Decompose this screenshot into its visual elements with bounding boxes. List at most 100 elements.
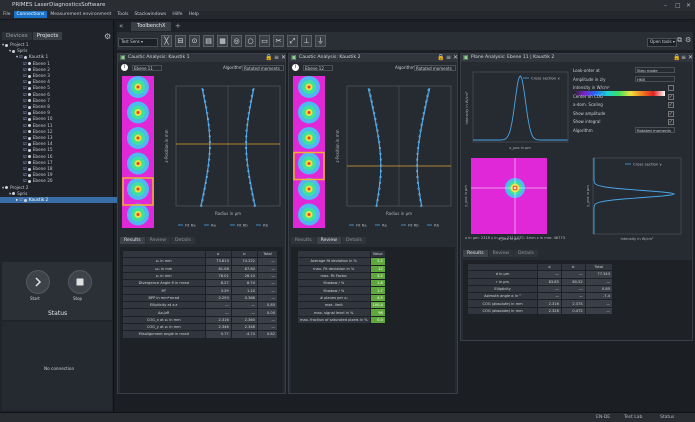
tab-review[interactable]: Review	[145, 237, 170, 244]
maximize-icon[interactable]: □	[675, 2, 681, 9]
settings-icon[interactable]: ⚙	[685, 36, 692, 44]
expander-icon[interactable]: ▾	[9, 190, 12, 196]
tab-review[interactable]: Review	[316, 237, 341, 244]
panel-menu-icon[interactable]: ≡	[274, 54, 280, 61]
menu-item-stackwindows[interactable]: Stackwindows	[134, 12, 167, 17]
start-button[interactable]	[26, 270, 50, 294]
checkbox-icon[interactable]: ☑	[23, 122, 27, 128]
expand-icon[interactable]: ⤢	[287, 35, 298, 47]
checkbox-icon[interactable]: ☑	[19, 54, 23, 60]
checkbox-icon[interactable]: ☑	[23, 110, 27, 116]
checkbox-icon[interactable]: ☑	[23, 60, 27, 66]
tree-item[interactable]: ☑ Ebene 2	[0, 67, 135, 73]
tools-select[interactable]: Open tools ▾	[647, 38, 677, 47]
checkbox-icon[interactable]: ☑	[19, 197, 23, 202]
checkbox-icon[interactable]: ☑	[23, 153, 27, 159]
tab-review[interactable]: Review	[488, 250, 513, 257]
add-tab-button[interactable]: +	[175, 22, 181, 30]
checkbox-icon[interactable]: ☑	[23, 104, 27, 109]
checkbox-icon[interactable]: ☑	[23, 116, 27, 122]
tree-item[interactable]: ☑ Ebene 15	[0, 147, 135, 153]
checkbox-icon[interactable]: ☑	[23, 135, 27, 140]
lock-icon[interactable]: 🔒	[265, 54, 273, 61]
menu-item-connections[interactable]: Connections	[13, 11, 48, 18]
panel-close-icon[interactable]: ✕	[453, 54, 459, 61]
setting-checkbox[interactable]: ✓	[668, 110, 674, 117]
setting-select[interactable]: Rotated moments	[635, 126, 675, 133]
status-indicator[interactable]: Status	[660, 415, 675, 420]
panel-close-icon[interactable]: ✕	[281, 54, 287, 61]
expander-icon[interactable]: ▾	[2, 42, 5, 47]
tree-item[interactable]: ☑ Ebene 10	[0, 116, 135, 122]
setting-checkbox[interactable]	[668, 85, 674, 91]
tab-projects[interactable]: Projects	[32, 32, 63, 40]
sensor-select[interactable]: Test Sens ▾	[118, 38, 158, 47]
tree-item[interactable]: ▾ Project 1	[0, 42, 114, 48]
box-icon[interactable]: ▭	[259, 35, 270, 47]
tab-results[interactable]: Results	[463, 250, 488, 257]
panel-menu-icon[interactable]: ≡	[681, 54, 687, 61]
tree-item[interactable]: ☑ Ebene 4	[0, 79, 135, 85]
tab-devices[interactable]: Devices	[2, 32, 32, 40]
ring-icon[interactable]: ◎	[231, 35, 242, 47]
algorithm-select[interactable]: Rotated moments	[414, 65, 456, 71]
checkbox-icon[interactable]: ☑	[23, 73, 27, 78]
menu-item-hilfe[interactable]: Hilfe	[172, 12, 183, 17]
plane-select[interactable]: Ebene 12	[303, 65, 333, 71]
language-indicator[interactable]: EN-DE	[596, 415, 611, 420]
panel-close-icon[interactable]: ✕	[688, 54, 694, 61]
tree-item[interactable]: ☑ Ebene 14	[0, 141, 135, 147]
info-icon[interactable]: i	[121, 64, 128, 71]
tree-item[interactable]: ☑ Ebene 9	[0, 110, 135, 116]
tree-item[interactable]: ☑ Ebene 1	[0, 61, 135, 67]
checkbox-icon[interactable]: ☑	[23, 79, 27, 85]
tree-item[interactable]: ☑ Ebene 3	[0, 73, 135, 79]
menu-item-file[interactable]: File	[3, 12, 11, 17]
bar-icon[interactable]: ▤	[203, 35, 214, 47]
setting-checkbox[interactable]: ✓	[668, 119, 674, 125]
tab-details[interactable]: Details	[341, 237, 366, 244]
grid-icon[interactable]: ▦	[217, 35, 228, 47]
close-icon[interactable]: ✕	[686, 2, 692, 9]
tree-item[interactable]: ☑ Ebene 17	[0, 160, 135, 166]
tab-details[interactable]: Details	[513, 250, 538, 257]
scan-icon[interactable]: ⊟	[175, 35, 186, 47]
checkbox-icon[interactable]: ☑	[23, 85, 27, 91]
tree-item[interactable]: ☑ Ebene 18	[0, 166, 135, 172]
tab-results[interactable]: Results	[291, 237, 316, 244]
expander-icon[interactable]: ▸	[16, 197, 19, 202]
tree-item[interactable]: ▸☑ Kaustik 2	[0, 197, 128, 204]
tab-toolbenchx[interactable]: ToolbenchX	[131, 22, 172, 31]
expander-icon[interactable]: ▾	[9, 48, 12, 54]
cross-icon[interactable]: ╳	[161, 35, 172, 47]
algorithm-select[interactable]: Rotated moments	[242, 65, 284, 71]
gear-icon[interactable]: ⚙	[104, 32, 112, 41]
setting-checkbox[interactable]: ✓	[668, 93, 674, 100]
checkbox-icon[interactable]: ☑	[23, 172, 27, 178]
copy-icon[interactable]: ⧉	[677, 36, 682, 44]
checkbox-icon[interactable]: ☑	[23, 128, 27, 134]
tree-item[interactable]: ▾ Spris	[0, 48, 121, 54]
checkbox-icon[interactable]: ☑	[23, 147, 27, 153]
checkbox-icon[interactable]: ☑	[23, 141, 27, 147]
tree-item[interactable]: ☑ Ebene 12	[0, 129, 135, 135]
expander-icon[interactable]: ▾	[2, 184, 5, 190]
profile-indicator[interactable]: Test Lab	[624, 415, 643, 420]
setting-select[interactable]: HKB	[635, 75, 675, 82]
setting-select[interactable]: Step mode	[635, 67, 675, 73]
plane-select[interactable]: Ebene 11	[132, 65, 162, 71]
tree-item[interactable]: ☑ Ebene 20	[0, 178, 135, 184]
checkbox-icon[interactable]: ☑	[23, 97, 27, 103]
checkbox-icon[interactable]: ☑	[23, 66, 27, 72]
info-icon[interactable]: i	[292, 64, 299, 71]
probe-icon[interactable]: ⊥	[301, 35, 312, 47]
menu-item-measurement-environment[interactable]: Measurement environment	[50, 12, 112, 17]
pin-icon[interactable]: ⏚	[315, 35, 326, 47]
tree-item[interactable]: ☑ Ebene 6	[0, 92, 135, 98]
minimize-icon[interactable]: –	[664, 2, 667, 9]
setting-checkbox[interactable]: ✓	[668, 102, 674, 108]
menu-item-help[interactable]: Help	[188, 12, 199, 17]
expander-icon[interactable]: ▾	[16, 54, 19, 60]
tree-item[interactable]: ☑ Ebene 19	[0, 172, 135, 178]
dot-icon[interactable]: ⊙	[189, 35, 200, 47]
